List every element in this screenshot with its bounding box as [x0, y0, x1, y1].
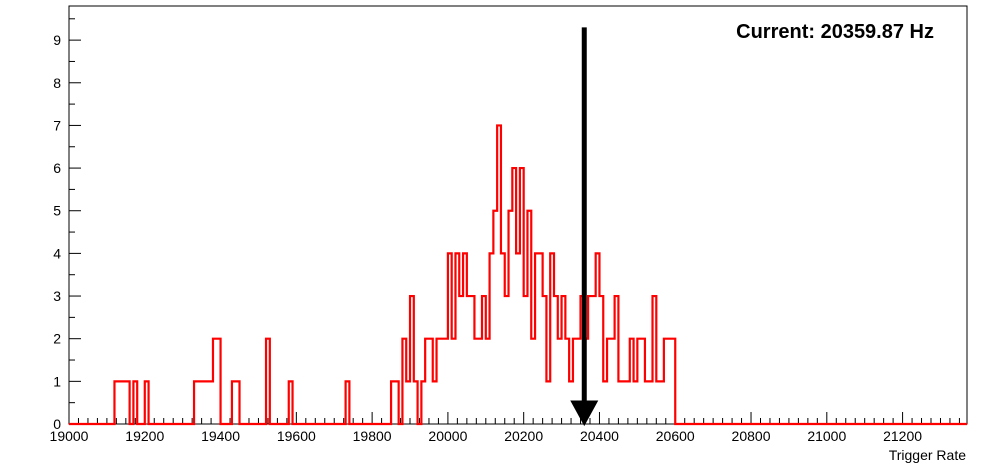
y-axis-ticks: 0 1 2 3 4 5 6 7 8 9	[53, 18, 81, 432]
x-tick-label: 21000	[807, 428, 846, 444]
x-tick-label: 20000	[428, 428, 467, 444]
current-rate-annotation: Current: 20359.87 Hz	[736, 21, 934, 43]
y-tick-label: 7	[53, 117, 61, 133]
y-tick-label: 6	[53, 160, 61, 176]
x-tick-label: 19000	[50, 428, 89, 444]
x-tick-label: 19800	[353, 428, 392, 444]
plot-frame	[68, 5, 968, 425]
y-tick-label: 9	[53, 32, 61, 48]
x-axis-title: Trigger Rate	[889, 447, 967, 463]
x-tick-label: 20400	[580, 428, 619, 444]
x-tick-label: 19200	[125, 428, 164, 444]
y-tick-label: 1	[53, 373, 61, 389]
x-tick-label: 20200	[504, 428, 543, 444]
y-tick-label: 4	[53, 245, 61, 261]
y-tick-label: 5	[53, 203, 61, 219]
y-tick-label: 0	[53, 416, 61, 432]
histogram-series	[69, 124, 967, 426]
x-tick-label: 19600	[277, 428, 316, 444]
histogram-outline	[69, 124, 967, 426]
marker-arrowhead	[570, 400, 599, 427]
x-tick-label: 20800	[732, 428, 771, 444]
y-tick-label: 2	[53, 331, 61, 347]
x-axis-ticks: 19000 19200 19400 19600 19800 20000 20200 20400…	[50, 412, 960, 444]
y-tick-label: 3	[53, 288, 61, 304]
current-value-marker	[570, 27, 599, 427]
x-tick-label: 19400	[201, 428, 240, 444]
y-tick-label: 8	[53, 75, 61, 91]
x-tick-label: 21200	[883, 428, 922, 444]
x-tick-label: 20600	[656, 428, 695, 444]
